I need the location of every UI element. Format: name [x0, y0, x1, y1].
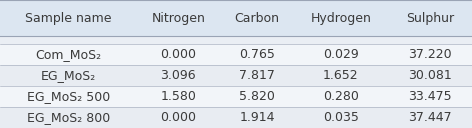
Text: 0.029: 0.029 — [323, 48, 359, 61]
Text: Nitrogen: Nitrogen — [152, 12, 205, 25]
Text: 1.652: 1.652 — [323, 69, 359, 82]
Text: Hydrogen: Hydrogen — [311, 12, 371, 25]
Bar — [0, 65, 472, 86]
Text: 0.765: 0.765 — [239, 48, 275, 61]
Bar — [0, 44, 472, 65]
Text: Sulphur: Sulphur — [406, 12, 454, 25]
Text: 0.035: 0.035 — [323, 111, 359, 124]
Text: EG_MoS₂: EG_MoS₂ — [41, 69, 96, 82]
Text: 0.000: 0.000 — [160, 48, 196, 61]
Text: 33.475: 33.475 — [408, 90, 452, 103]
Bar — [0, 0, 472, 36]
Text: 37.447: 37.447 — [408, 111, 452, 124]
Text: 1.914: 1.914 — [239, 111, 275, 124]
Text: EG_MoS₂ 800: EG_MoS₂ 800 — [26, 111, 110, 124]
Text: 1.580: 1.580 — [160, 90, 196, 103]
Text: Sample name: Sample name — [25, 12, 111, 25]
Bar — [0, 86, 472, 107]
Text: Com_MoS₂: Com_MoS₂ — [35, 48, 101, 61]
Bar — [0, 36, 472, 44]
Bar — [0, 107, 472, 128]
Text: 5.820: 5.820 — [239, 90, 275, 103]
Text: 37.220: 37.220 — [408, 48, 452, 61]
Text: EG_MoS₂ 500: EG_MoS₂ 500 — [26, 90, 110, 103]
Text: 0.000: 0.000 — [160, 111, 196, 124]
Text: 7.817: 7.817 — [239, 69, 275, 82]
Text: Carbon: Carbon — [235, 12, 279, 25]
Text: 3.096: 3.096 — [160, 69, 196, 82]
Text: 0.280: 0.280 — [323, 90, 359, 103]
Text: 30.081: 30.081 — [408, 69, 452, 82]
